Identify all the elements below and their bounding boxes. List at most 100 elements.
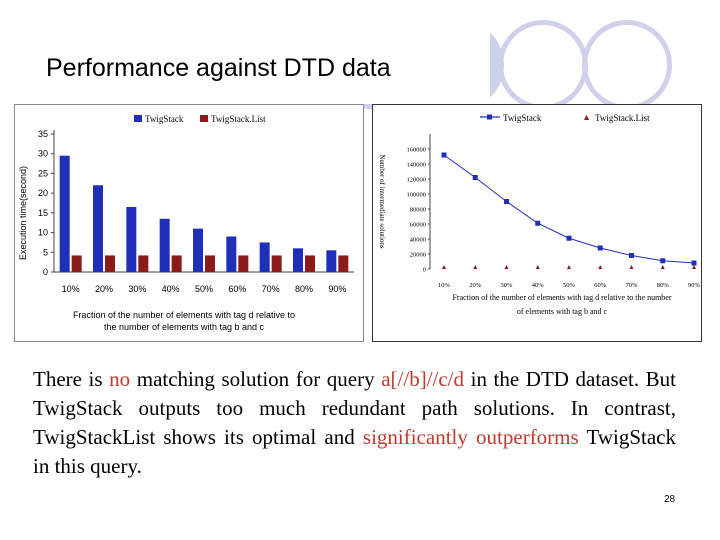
bar-twigstack [326,250,337,272]
y-axis-label: Execution time(second) [18,166,28,260]
title-panel: Performance against DTD data [0,0,490,104]
line-chart-panel: TwigStack TwigStack.List Number of interme… [372,104,702,342]
x-axis-label: the number of elements with tag b and c [104,322,265,332]
page-title: Performance against DTD data [46,54,391,82]
legend-label-1: TwigStack.List [595,113,650,123]
y-tick-label: 120000 [407,177,427,184]
x-tick-label: 40% [162,284,180,294]
y-tick-label: 30 [38,149,48,159]
highlight-text: no [109,367,131,391]
x-tick-label: 70% [262,284,280,294]
paragraph-text: in the DTD dataset. But TwigStack output… [33,367,677,449]
y-tick-label: 35 [38,129,48,139]
bar-twigstack [293,248,303,272]
x-tick-label: 80% [295,284,313,294]
bar-twigstack [193,228,203,272]
point-twigstacklist [567,265,571,269]
point-twigstack [691,260,697,266]
x-tick-label: 10% [62,284,80,294]
y-tick-label: 0 [43,267,48,277]
y-tick-label: 5 [43,247,48,257]
x-tick-label: 50% [195,284,213,294]
point-twigstack [629,253,634,258]
legend-label-0: TwigStack [145,114,184,124]
point-twigstack [660,258,666,264]
legend-label-0: TwigStack [503,113,542,123]
bar-twigstacklist [205,255,215,272]
x-tick-label: 90% [328,284,346,294]
bar-twigstacklist [338,255,349,272]
point-twigstack [504,199,509,204]
bar-chart-panel: TwigStack TwigStack.List 0 5 10 15 20 25 30 35 Exe… [14,104,364,342]
x-tick-label: 50% [563,282,576,289]
point-twigstacklist [660,265,665,269]
x-axis-label: Fraction of the number of elements with … [73,310,295,320]
x-tick-label: 70% [626,282,639,289]
bar-twigstack [93,185,103,272]
y-tick-label: 25 [38,168,48,178]
paragraph-text: There is [33,367,110,391]
point-twigstacklist [442,265,446,269]
point-twigstacklist [692,265,696,269]
bar-twigstacklist [171,255,182,272]
point-twigstack [441,152,447,158]
y-tick-label: 160000 [407,147,427,154]
point-twigstacklist [598,265,603,269]
decor-ring-1 [498,20,588,110]
legend-marker-0 [487,114,492,120]
legend-label-1: TwigStack.List [211,114,266,124]
decor-ring-2 [582,20,672,110]
y-tick-label: 140000 [407,162,427,169]
y-tick-label: 10 [38,228,48,238]
point-twigstack [566,235,572,241]
point-twigstacklist [473,265,478,269]
y-tick-label: 100000 [407,192,427,199]
highlight-text: a[//b]//c/d [381,367,465,391]
bar-twigstacklist [305,255,315,272]
legend-marker-1 [584,115,589,120]
x-tick-label: 20% [95,284,113,294]
legend-swatch-1 [200,115,208,122]
bar-twigstack [226,236,237,272]
paragraph-text: matching solution for query [130,367,382,391]
point-twigstack [597,245,603,251]
point-twigstack [535,220,541,226]
x-axis-label: Fraction of the number of elements with … [452,293,671,302]
bar-twigstack [126,206,137,272]
bar-chart: TwigStack TwigStack.List 0 5 10 15 20 25 30 35 Exe… [14,104,364,342]
y-tick-label: 20000 [410,252,426,259]
x-tick-label: 10% [438,282,451,289]
bar-twigstacklist [271,255,282,272]
x-tick-label: 80% [657,282,670,289]
y-tick-label: 20 [38,188,48,198]
highlight-text: significantly outperforms [362,425,579,449]
y-tick-label: 15 [38,208,48,218]
y-tick-label: 80000 [410,207,426,214]
y-axis-label: Number of intermediate solutions [378,154,386,249]
x-axis-label: of elements with tag b and c [517,307,608,316]
x-tick-label: 60% [228,284,246,294]
point-twigstacklist [629,265,634,269]
x-tick-label: 60% [594,282,607,289]
bar-twigstacklist [138,255,149,272]
y-tick-label: 40000 [410,237,426,244]
point-twigstack [472,175,478,180]
paragraph-text: TwigStack in this query. [33,425,676,478]
x-tick-label: 40% [532,282,545,289]
point-twigstacklist [535,265,540,269]
bar-twigstack [59,155,70,272]
chart-frame [14,104,364,342]
bar-twigstacklist [105,255,115,272]
x-tick-label: 30% [128,284,146,294]
bar-twigstacklist [238,255,249,272]
y-tick-label: 0 [423,267,426,274]
legend-swatch-0 [134,115,142,122]
x-tick-label: 90% [688,282,701,289]
y-tick-label: 60000 [410,222,426,229]
description-paragraph: There is no matching solution for query … [33,365,676,481]
line-chart: TwigStack TwigStack.List Number of interme… [372,104,702,342]
page-number: 28 [664,494,676,505]
x-tick-label: 20% [469,282,482,289]
point-twigstacklist [504,265,509,269]
bar-twigstack [259,242,270,272]
